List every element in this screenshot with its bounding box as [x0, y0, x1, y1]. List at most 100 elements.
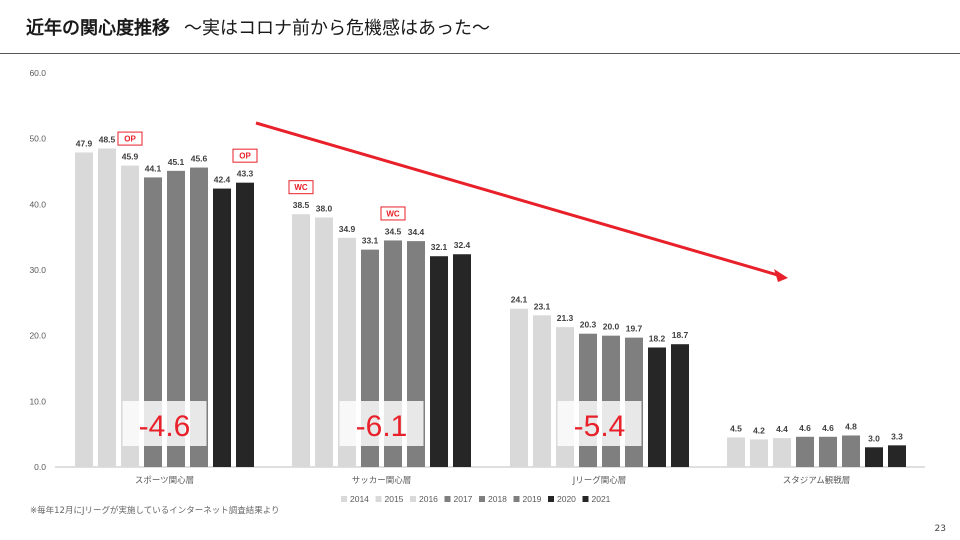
legend-swatch	[444, 496, 451, 502]
bar	[671, 344, 689, 467]
bar	[648, 347, 666, 467]
y-tick-label: 20.0	[29, 331, 46, 341]
category-label: Jリーグ関心層	[572, 475, 627, 486]
value-label: 3.0	[868, 433, 880, 443]
value-label: 23.1	[534, 301, 551, 311]
bar	[727, 437, 745, 467]
value-label: 33.1	[362, 236, 379, 246]
bar	[292, 214, 310, 467]
value-label: 47.9	[76, 138, 93, 148]
value-label: 45.1	[168, 157, 185, 167]
value-label: 18.2	[649, 333, 666, 343]
slide-title: 近年の関心度推移 〜実はコロナ前から危機感はあった〜	[26, 14, 490, 40]
event-tag-label: WC	[386, 209, 400, 218]
value-label: 4.6	[822, 423, 834, 433]
event-tag-label: OP	[124, 135, 136, 144]
legend-swatch	[341, 496, 347, 502]
event-tag-label: WC	[294, 183, 308, 192]
value-label: 4.6	[799, 423, 811, 433]
change-label: -4.6	[139, 410, 191, 443]
bar	[213, 188, 231, 467]
event-tag-box	[232, 148, 258, 163]
y-tick-label: 10.0	[29, 396, 46, 406]
value-label: 19.7	[626, 324, 643, 334]
y-tick-label: 30.0	[29, 265, 46, 275]
bar	[888, 445, 906, 467]
value-label: 34.4	[408, 227, 425, 237]
bar	[533, 315, 551, 467]
value-label: 48.5	[99, 135, 116, 145]
bar	[773, 438, 791, 467]
title-subtitle: 〜実はコロナ前から危機感はあった〜	[184, 18, 490, 39]
y-tick-label: 0.0	[34, 462, 46, 472]
page-number: 23	[934, 524, 946, 534]
bar	[75, 152, 93, 467]
event-tag-label: OP	[239, 152, 251, 161]
value-label: 45.6	[191, 154, 208, 164]
value-label: 38.0	[316, 203, 333, 213]
value-label: 34.9	[339, 224, 356, 234]
legend-swatch	[410, 496, 416, 502]
value-label: 34.5	[385, 226, 402, 236]
bar	[315, 217, 333, 467]
legend-label: 2019	[523, 494, 542, 504]
legend-label: 2020	[557, 494, 576, 504]
value-label: 43.3	[237, 169, 254, 179]
bar	[190, 167, 208, 467]
bar	[579, 333, 597, 467]
value-label: 4.8	[845, 421, 857, 431]
y-tick-label: 50.0	[29, 134, 46, 144]
title-divider	[0, 53, 960, 54]
value-label: 20.3	[580, 320, 597, 330]
y-tick-label: 60.0	[29, 68, 46, 78]
event-tag-box	[117, 131, 143, 146]
y-tick-label: 40.0	[29, 199, 46, 209]
value-label: 18.7	[672, 330, 689, 340]
value-label: 24.1	[511, 295, 528, 305]
value-label: 4.2	[753, 425, 765, 435]
bar	[144, 177, 162, 467]
bar	[842, 435, 860, 467]
value-label: 20.0	[603, 322, 620, 332]
legend-swatch	[582, 496, 589, 502]
bar	[453, 254, 471, 467]
value-label: 42.4	[214, 175, 231, 185]
category-label: スタジアム観戦層	[783, 475, 850, 486]
legend-label: 2014	[350, 494, 369, 504]
bar	[98, 148, 116, 467]
event-tag-box	[380, 206, 406, 221]
value-label: 45.9	[122, 152, 139, 162]
change-label-box	[339, 401, 424, 446]
bar	[167, 170, 185, 468]
change-label-box	[122, 401, 207, 446]
bar	[430, 256, 448, 467]
footnote: ※毎年12月にJリーグが実施しているインターネット調査結果より	[30, 506, 280, 516]
bar	[750, 439, 768, 467]
bar	[819, 436, 837, 467]
value-label: 32.4	[454, 240, 471, 250]
value-label: 38.5	[293, 200, 310, 210]
event-tag-box	[288, 180, 314, 195]
bar	[121, 165, 139, 467]
value-label: 21.3	[557, 313, 574, 323]
change-label-box	[557, 401, 642, 446]
legend-swatch	[513, 496, 520, 502]
bar	[865, 447, 883, 467]
bar	[796, 436, 814, 467]
change-label: -6.1	[356, 410, 408, 443]
legend-label: 2021	[592, 494, 611, 504]
value-label: 44.1	[145, 163, 162, 173]
value-label: 4.5	[730, 423, 742, 433]
legend-label: 2015	[385, 494, 404, 504]
value-label: 4.4	[776, 424, 788, 434]
category-label: スポーツ関心層	[135, 476, 194, 486]
legend-swatch	[548, 496, 554, 502]
title-main: 近年の関心度推移	[26, 18, 170, 39]
legend-label: 2016	[419, 494, 438, 504]
change-label: -5.4	[574, 410, 626, 443]
legend-swatch	[479, 496, 485, 502]
bar	[236, 182, 254, 467]
legend-label: 2017	[454, 494, 473, 504]
trend-arrow-line	[255, 121, 780, 277]
